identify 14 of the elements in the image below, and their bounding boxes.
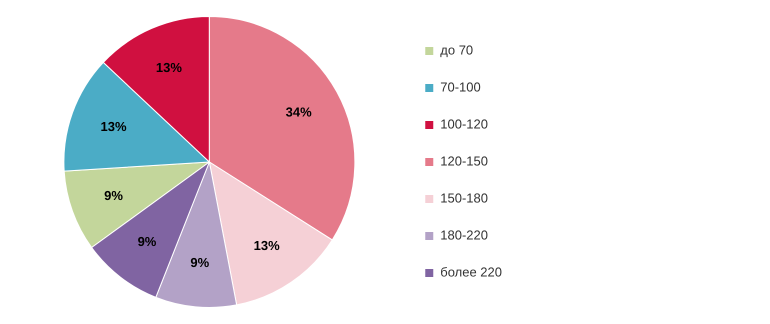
legend-label: 120-150	[440, 154, 488, 169]
legend-label: до 70	[440, 42, 474, 58]
legend-label: 150-180	[440, 190, 488, 206]
legend-label: 180-220	[440, 228, 488, 243]
legend-label: 100-120	[440, 116, 488, 132]
data-label: 9%	[104, 188, 124, 204]
data-label: 9%	[190, 254, 210, 270]
legend-label: 70-100	[440, 80, 481, 95]
legend-label: более 220	[440, 264, 502, 280]
data-label: 13%	[100, 119, 127, 134]
data-label: 9%	[138, 234, 157, 250]
data-label: 13%	[156, 60, 182, 76]
data-label: 13%	[254, 238, 280, 253]
data-label: 34%	[286, 104, 312, 120]
